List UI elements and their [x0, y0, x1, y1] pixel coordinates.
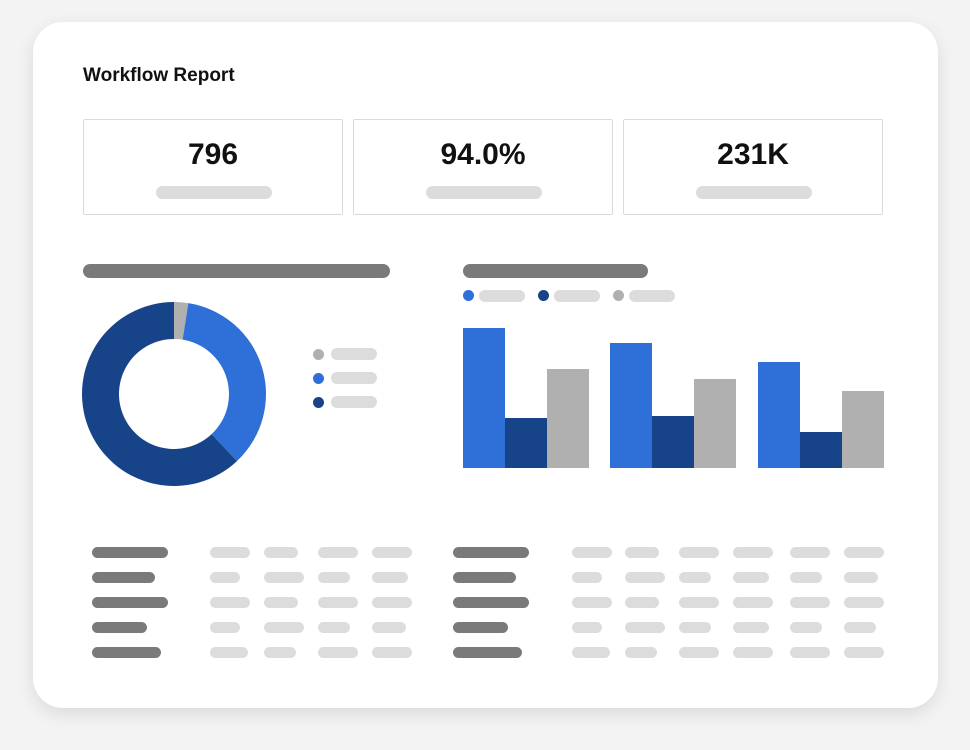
table-cell-placeholder	[372, 572, 408, 583]
table-cell-placeholder	[372, 647, 412, 658]
donut-slice-navy	[82, 302, 237, 487]
legend-label-placeholder	[331, 396, 377, 408]
legend-swatch-blue	[463, 290, 474, 301]
legend-swatch-navy	[313, 397, 324, 408]
stat-label-placeholder	[156, 186, 272, 199]
table-cell-placeholder	[679, 547, 719, 558]
table-cell-placeholder	[790, 572, 822, 583]
table-cell-placeholder	[790, 647, 830, 658]
legend-label-placeholder	[331, 372, 377, 384]
table-cell-placeholder	[733, 572, 769, 583]
legend-label-placeholder	[331, 348, 377, 360]
donut-slice-blue	[182, 303, 266, 462]
table-row-label-placeholder	[453, 572, 516, 583]
table-cell-placeholder	[264, 597, 298, 608]
table-cell-placeholder	[264, 547, 298, 558]
bar-chart-title-placeholder	[463, 264, 648, 278]
bar-gray	[694, 379, 736, 468]
table-cell-placeholder	[679, 572, 711, 583]
table-cell-placeholder	[844, 622, 876, 633]
bar-navy	[505, 418, 547, 468]
donut-title-placeholder	[83, 264, 390, 278]
table-cell-placeholder	[210, 597, 250, 608]
table-cell-placeholder	[679, 597, 719, 608]
legend-swatch-gray	[313, 349, 324, 360]
table-cell-placeholder	[318, 647, 358, 658]
table-cell-placeholder	[625, 547, 659, 558]
table-row-label-placeholder	[92, 572, 155, 583]
report-card: Workflow Report 796 94.0% 231K	[33, 22, 938, 708]
table-cell-placeholder	[572, 622, 602, 633]
table-row-label-placeholder	[92, 647, 161, 658]
bar-blue	[463, 328, 505, 468]
bar-chart	[463, 328, 884, 468]
table-cell-placeholder	[210, 572, 240, 583]
bar-navy	[652, 416, 694, 468]
bar-blue	[758, 362, 800, 468]
table-row-label-placeholder	[453, 647, 522, 658]
table-cell-placeholder	[264, 572, 304, 583]
table-cell-placeholder	[625, 647, 657, 658]
bar-navy	[800, 432, 842, 468]
table-cell-placeholder	[790, 597, 830, 608]
stat-value: 94.0%	[440, 138, 526, 171]
table-cell-placeholder	[844, 572, 878, 583]
table-cell-placeholder	[572, 547, 612, 558]
legend-swatch-blue	[313, 373, 324, 384]
table-cell-placeholder	[844, 597, 884, 608]
table-cell-placeholder	[318, 622, 350, 633]
table-row-label-placeholder	[453, 622, 508, 633]
table-cell-placeholder	[625, 597, 659, 608]
report-title: Workflow Report	[83, 65, 235, 86]
stat-card-1: 796	[83, 119, 343, 215]
bar-gray	[547, 369, 589, 468]
table-cell-placeholder	[625, 622, 665, 633]
table-row-label-placeholder	[92, 597, 168, 608]
table-cell-placeholder	[679, 622, 711, 633]
table-cell-placeholder	[790, 622, 822, 633]
table-cell-placeholder	[572, 597, 612, 608]
table-row-label-placeholder	[453, 547, 529, 558]
table-cell-placeholder	[733, 647, 773, 658]
table-cell-placeholder	[210, 622, 240, 633]
stat-card-2: 94.0%	[353, 119, 613, 215]
legend-label-placeholder	[629, 290, 675, 302]
table-cell-placeholder	[210, 647, 248, 658]
table-cell-placeholder	[318, 597, 358, 608]
donut-slice-gray	[174, 302, 189, 340]
table-cell-placeholder	[318, 547, 358, 558]
stat-value: 796	[187, 138, 239, 171]
stat-label-placeholder	[696, 186, 812, 199]
table-row-label-placeholder	[92, 547, 168, 558]
table-cell-placeholder	[572, 647, 610, 658]
stat-card-3: 231K	[623, 119, 883, 215]
table-cell-placeholder	[264, 647, 296, 658]
table-cell-placeholder	[372, 622, 406, 633]
table-cell-placeholder	[625, 572, 665, 583]
table-cell-placeholder	[790, 547, 830, 558]
table-cell-placeholder	[572, 572, 602, 583]
table-cell-placeholder	[372, 547, 412, 558]
table-cell-placeholder	[733, 597, 773, 608]
table-cell-placeholder	[264, 622, 304, 633]
table-cell-placeholder	[733, 622, 769, 633]
donut-chart	[82, 302, 266, 487]
table-cell-placeholder	[679, 647, 719, 658]
table-row-label-placeholder	[92, 622, 147, 633]
table-cell-placeholder	[318, 572, 350, 583]
bar-gray	[842, 391, 884, 468]
table-cell-placeholder	[372, 597, 412, 608]
legend-swatch-navy	[538, 290, 549, 301]
table-row-label-placeholder	[453, 597, 529, 608]
legend-label-placeholder	[479, 290, 525, 302]
bar-blue	[610, 343, 652, 468]
legend-label-placeholder	[554, 290, 600, 302]
stat-value: 231K	[717, 138, 789, 171]
table-cell-placeholder	[844, 547, 884, 558]
table-cell-placeholder	[210, 547, 250, 558]
table-cell-placeholder	[844, 647, 884, 658]
stat-label-placeholder	[426, 186, 542, 199]
legend-swatch-gray	[613, 290, 624, 301]
table-cell-placeholder	[733, 547, 773, 558]
